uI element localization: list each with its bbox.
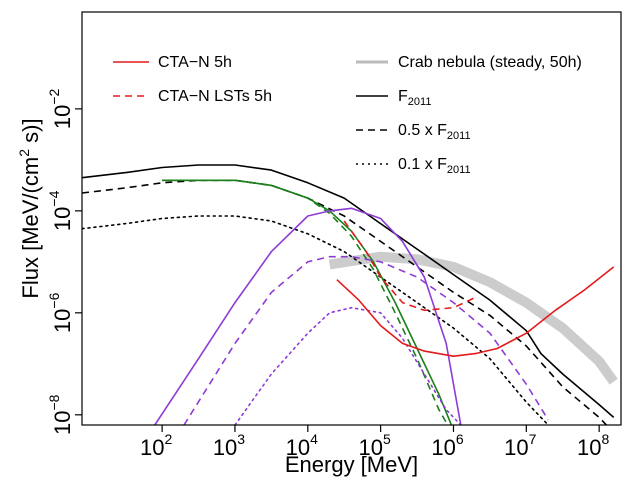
y-axis: 10−2 10−4 10−6 10−8	[46, 88, 82, 435]
series-red_cta	[336, 266, 615, 357]
y-tick-label: 10−4	[46, 190, 75, 231]
series-crab	[328, 251, 618, 385]
y-tick-label: 10−6	[46, 292, 75, 333]
series-green_solid	[162, 179, 453, 425]
series-purple_dotted	[234, 306, 462, 425]
series-F2011_tenth	[82, 215, 549, 425]
x-axis-title: Energy [MeV]	[285, 452, 418, 477]
x-axis: 102 103 104 105 106 107 108	[140, 425, 609, 460]
y-tick-label: 10−8	[46, 394, 75, 435]
x-tick-label: 105	[358, 431, 390, 460]
y-axis-title-tail: s)]	[18, 118, 43, 149]
legend-label: CTA−N LSTs 5h	[158, 88, 272, 105]
series-purple_dashed	[183, 255, 549, 425]
x-tick-label: 107	[504, 431, 536, 460]
series-red_lst	[343, 220, 476, 312]
y-axis-title-main: Flux [MeV/(cm	[18, 157, 43, 299]
series-F2011_half	[82, 179, 608, 425]
legend: CTA−N 5h CTA−N LSTs 5h Crab nebula (steady…	[113, 54, 582, 176]
legend-label: Crab nebula (steady, 50h)	[398, 54, 582, 71]
y-axis-title-sup: 2	[16, 149, 32, 157]
series-layer	[82, 164, 618, 425]
series-F2011	[82, 164, 615, 419]
y-axis-title: Flux [MeV/(cm2 s)]	[16, 118, 43, 298]
series-green_dashed	[162, 179, 449, 425]
series-purple_solid	[154, 207, 462, 425]
x-tick-label: 102	[140, 431, 172, 460]
x-tick-label: 106	[431, 431, 463, 460]
legend-label: CTA−N 5h	[158, 54, 232, 71]
legend-label: F2011	[398, 88, 431, 108]
y-tick-label: 10−2	[46, 88, 75, 129]
legend-label: 0.1 x F2011	[398, 156, 471, 176]
x-tick-label: 104	[286, 431, 318, 460]
legend-label: 0.5 x F2011	[398, 122, 471, 142]
x-tick-label: 108	[577, 431, 609, 460]
plot-frame	[81, 11, 622, 426]
x-tick-label: 103	[213, 431, 245, 460]
